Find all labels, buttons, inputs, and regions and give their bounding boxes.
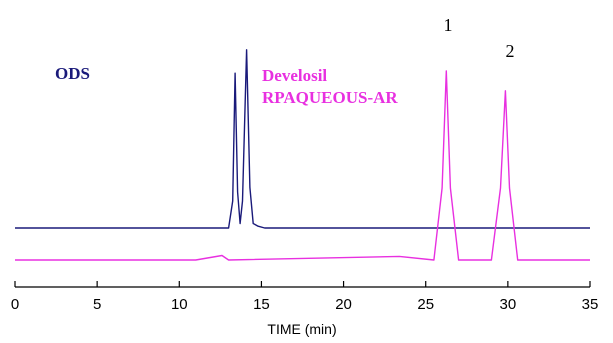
- x-tick-label: 30: [500, 296, 517, 313]
- x-tick-label: 25: [417, 296, 434, 313]
- x-axis-title: TIME (min): [267, 321, 336, 337]
- x-tick-label: 0: [11, 296, 19, 313]
- x-axis: 0 5 10 15 20 25 30 35: [11, 281, 599, 313]
- traces-layer: [15, 49, 590, 261]
- peak-2-label: 2: [506, 41, 515, 61]
- x-tick-label: 35: [582, 296, 599, 313]
- develosil-label-line1: Develosil: [262, 66, 327, 85]
- peak-1-label: 1: [444, 15, 453, 35]
- x-tick-label: 15: [253, 296, 270, 313]
- series-line-develosil: [15, 70, 590, 261]
- x-tick-label: 20: [335, 296, 352, 313]
- x-tick-label: 5: [93, 296, 101, 313]
- x-tick-label: 10: [171, 296, 188, 313]
- series-line-ods: [15, 49, 590, 229]
- develosil-label-line2: RPAQUEOUS-AR: [262, 88, 398, 107]
- ods-label: ODS: [55, 64, 90, 83]
